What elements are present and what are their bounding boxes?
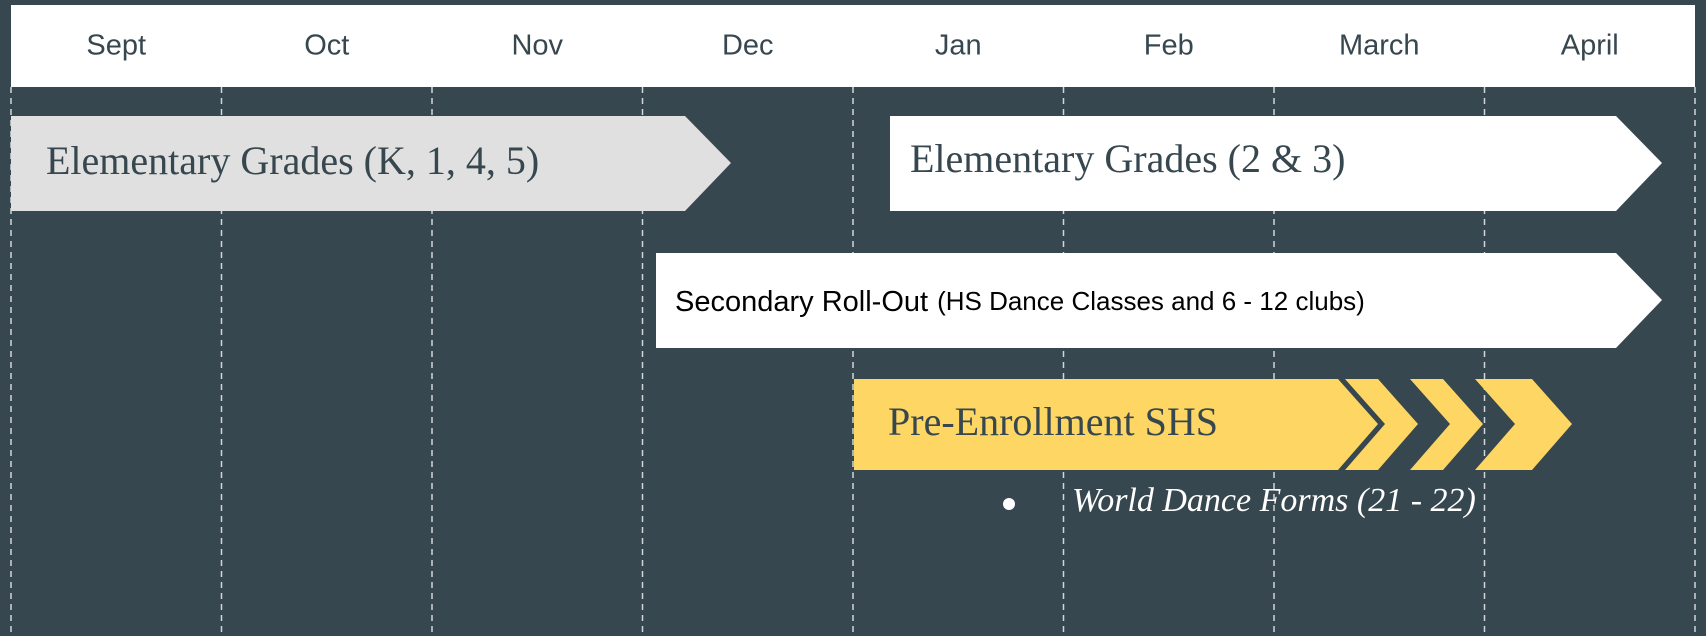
- month-label: Feb: [1144, 30, 1194, 62]
- chevron: [1345, 379, 1418, 470]
- chevron-arrow: [854, 379, 1572, 470]
- bar-arrow: [656, 253, 1662, 348]
- chevron-body: [854, 379, 1378, 470]
- chevron: [1410, 379, 1483, 470]
- bar-label: Elementary Grades (K, 1, 4, 5): [46, 138, 539, 183]
- month-label: Sept: [86, 30, 146, 62]
- month-label: Oct: [304, 30, 349, 62]
- bullet-dot: [1003, 498, 1015, 510]
- month-label: April: [1561, 30, 1619, 62]
- bar-detail: (HS Dance Classes and 6 - 12 clubs): [937, 286, 1365, 316]
- bar-arrow: [890, 116, 1662, 211]
- month-label: March: [1339, 30, 1420, 62]
- bar-label-group: Secondary Roll-Out (HS Dance Classes and …: [675, 286, 1365, 318]
- bar-label: Elementary Grades (2 & 3): [910, 136, 1345, 181]
- month-labels: Sept Oct Nov Dec Jan Feb March April: [86, 30, 1618, 62]
- bar-label: Pre-Enrollment SHS: [888, 399, 1218, 444]
- month-label: Nov: [511, 30, 563, 62]
- month-label: Jan: [935, 30, 982, 62]
- bar-arrow: [11, 116, 731, 211]
- month-header: [11, 5, 1695, 87]
- bullet-text: World Dance Forms (21 - 22): [1072, 482, 1476, 519]
- bar-label: Secondary Roll-Out: [675, 286, 928, 318]
- chevron: [1475, 379, 1572, 470]
- month-label: Dec: [722, 30, 774, 62]
